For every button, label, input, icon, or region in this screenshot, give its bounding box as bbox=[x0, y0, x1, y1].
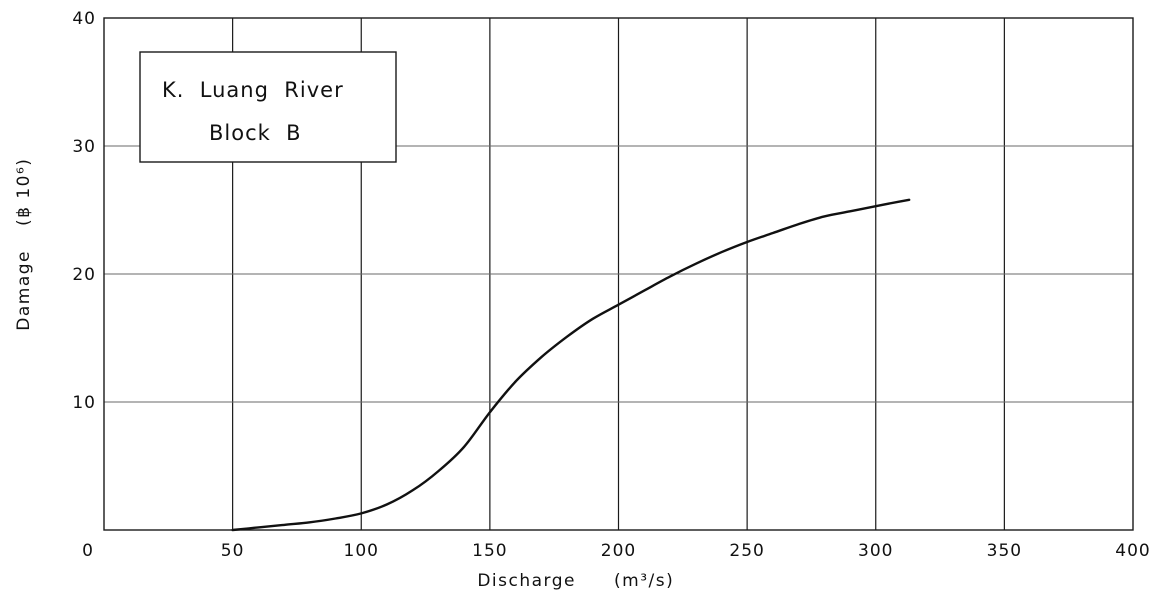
x-tick-label-0: 0 bbox=[82, 541, 94, 561]
y-axis-title: Damage (฿ 10⁶) bbox=[14, 158, 34, 331]
legend-line-2: Block B bbox=[209, 121, 302, 145]
x-tick-label-400: 400 bbox=[1115, 541, 1150, 561]
legend-box bbox=[139, 51, 397, 163]
x-tick-label-200: 200 bbox=[601, 541, 636, 561]
y-axis-unit: (฿ 10⁶) bbox=[14, 158, 34, 226]
x-axis-title: Discharge (m³/s) bbox=[477, 571, 674, 591]
y-tick-label-30: 30 bbox=[72, 137, 96, 157]
legend: K. Luang River Block B bbox=[139, 51, 397, 163]
x-tick-label-50: 50 bbox=[221, 541, 245, 561]
damage-curve bbox=[231, 198, 911, 532]
x-tick-label-300: 300 bbox=[858, 541, 893, 561]
legend-line-1: K. Luang River bbox=[162, 78, 344, 102]
plot-frame bbox=[103, 17, 1134, 531]
x-tick-label-350: 350 bbox=[987, 541, 1022, 561]
y-axis-label: Damage bbox=[14, 250, 34, 331]
x-tick-label-100: 100 bbox=[344, 541, 379, 561]
x-tick-labels: 0 50 100 150 200 250 300 350 400 bbox=[82, 541, 1150, 561]
y-tick-label-40: 40 bbox=[72, 9, 96, 29]
x-tick-label-250: 250 bbox=[729, 541, 764, 561]
y-tick-labels: 10 20 30 40 bbox=[72, 9, 96, 413]
y-tick-label-10: 10 bbox=[72, 393, 96, 413]
x-tick-label-150: 150 bbox=[472, 541, 507, 561]
y-tick-label-20: 20 bbox=[72, 265, 96, 285]
x-axis-label: Discharge bbox=[477, 571, 576, 591]
x-axis-unit: (m³/s) bbox=[614, 571, 674, 591]
